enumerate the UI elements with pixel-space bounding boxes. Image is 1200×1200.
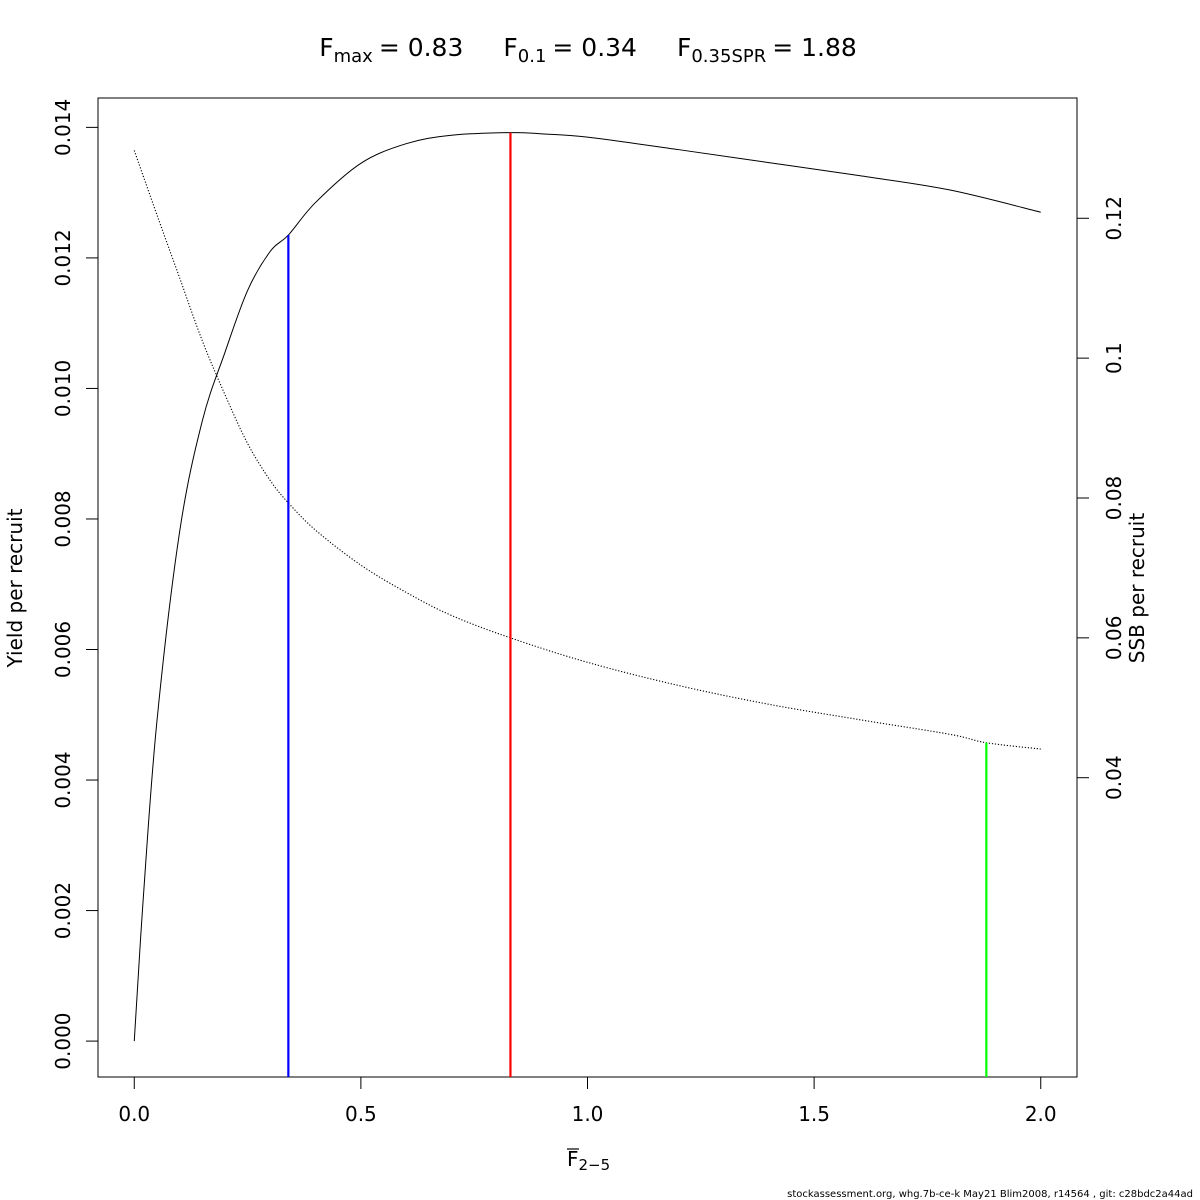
x-tick-label: 1.5 (798, 1102, 830, 1126)
x-axis-title-sub: 2−5 (579, 1156, 611, 1174)
y-left-tick-label: 0.014 (51, 99, 75, 156)
x-tick-label: 1.0 (572, 1102, 604, 1126)
y-left-tick-label: 0.008 (51, 490, 75, 547)
x-axis: 0.0 0.5 1.0 1.5 2.0 (118, 1076, 1057, 1126)
y-left-tick-label: 0.012 (51, 229, 75, 286)
y-right-axis-title: SSB per recruit (1125, 513, 1149, 664)
y-left-axis-title: Yield per recruit (3, 508, 27, 668)
y-right-tick-label: 0.04 (1102, 755, 1126, 800)
svg-text:F2−5: F2−5 (567, 1147, 610, 1174)
footer-text: stockassessment.org, whg.7b-ce-k May21 B… (787, 1189, 1193, 1200)
series-group (133, 132, 1041, 1042)
title-fmax-sub: max (334, 46, 374, 67)
title-f035-sub: 0.35SPR (691, 46, 766, 67)
y-left-tick-label: 0.006 (51, 621, 75, 678)
title-f01-base: F (503, 33, 517, 62)
title-f01-value: = 0.34 (552, 33, 637, 62)
x-tick-label: 0.0 (118, 1102, 150, 1126)
yield-per-recruit-series (133, 132, 1041, 1042)
y-right-tick-label: 0.1 (1102, 342, 1126, 374)
y-right-tick-label: 0.08 (1102, 476, 1126, 521)
y-left-tick-label: 0.010 (51, 360, 75, 417)
ssb-per-recruit-series (133, 150, 1041, 750)
title-f01-sub: 0.1 (518, 46, 547, 67)
y-left-axis: 0.000 0.002 0.004 0.006 0.008 0.010 0.012 0.014 (51, 99, 99, 1070)
y-left-tick-label: 0.004 (51, 751, 75, 808)
chart-title: Fmax = 0.83 F0.1 = 0.34 F0.35SPR = 1.88 (319, 33, 857, 67)
x-tick-label: 0.5 (345, 1102, 377, 1126)
y-right-axis: 0.04 0.06 0.08 0.1 0.12 (1076, 196, 1126, 800)
title-fmax-value: = 0.83 (379, 33, 464, 62)
x-tick-label: 2.0 (1025, 1102, 1057, 1126)
reference-lines (287, 132, 988, 1077)
y-left-tick-label: 0.000 (51, 1012, 75, 1069)
title-fmax-base: F (319, 33, 333, 62)
x-axis-title: F2−5 (567, 1147, 610, 1174)
title-f035-value: = 1.88 (772, 33, 857, 62)
x-axis-title-base: F (567, 1147, 579, 1171)
plot-frame (97, 97, 1078, 1078)
y-left-tick-label: 0.002 (51, 882, 75, 939)
y-right-tick-label: 0.06 (1102, 616, 1126, 661)
y-right-tick-label: 0.12 (1102, 196, 1126, 241)
title-f035-base: F (677, 33, 691, 62)
